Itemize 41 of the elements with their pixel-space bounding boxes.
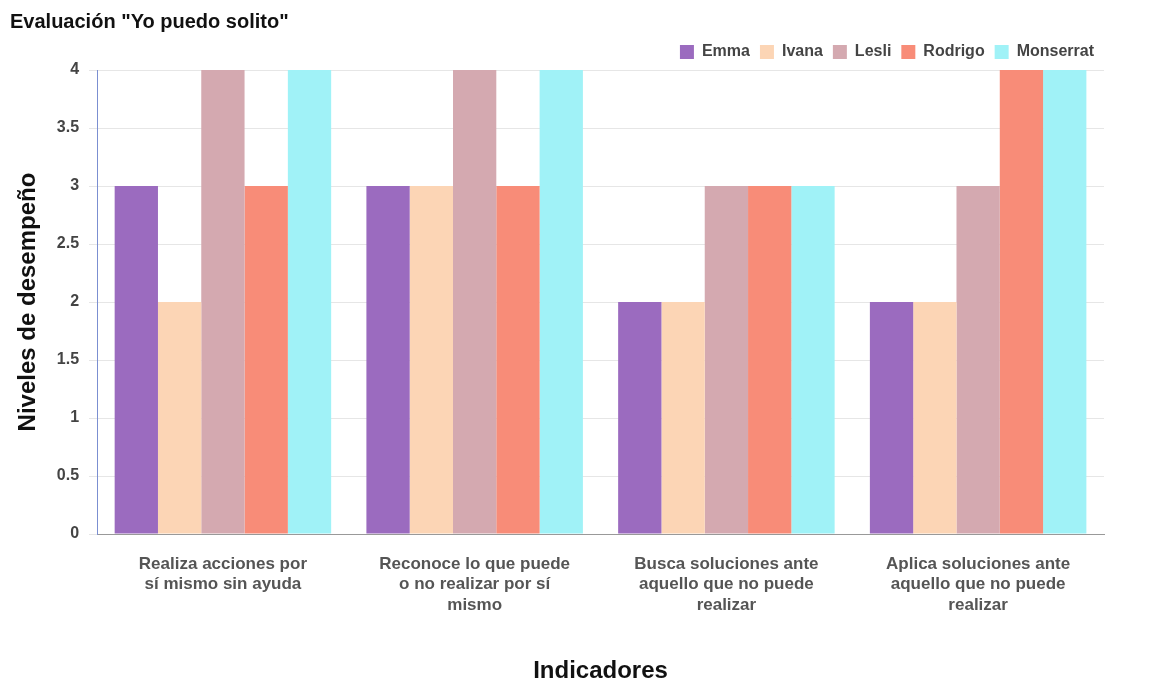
y-tick-label: 1.5 — [56, 350, 80, 368]
legend-label: Rodrigo — [923, 42, 985, 60]
bar — [539, 70, 583, 534]
legend-label: Ivana — [781, 42, 823, 60]
bar — [999, 70, 1044, 534]
x-axis-title: Indicadores — [533, 656, 668, 684]
y-axis-title: Niveles de desempeño — [13, 172, 41, 432]
bar — [409, 186, 453, 534]
bar — [1043, 70, 1087, 534]
y-tick-label: 2.5 — [56, 234, 80, 252]
y-tick-label: 3.5 — [56, 118, 80, 136]
y-tick-label: 4 — [70, 60, 80, 78]
y-tick-label: 0 — [70, 524, 80, 542]
legend-label: Monserrat — [1016, 42, 1095, 60]
x-tick-label: Realiza acciones por sí mismo sin ayuda — [138, 553, 308, 594]
bar — [869, 302, 914, 534]
y-tick-label: 1 — [70, 408, 80, 426]
bar — [618, 302, 662, 534]
y-tick-label: 3 — [70, 176, 80, 194]
legend-label: Lesli — [854, 42, 892, 60]
x-tick-label: Busca soluciones ante aquello que no puede realizar — [634, 553, 819, 614]
bar — [366, 186, 410, 534]
bar — [791, 186, 835, 534]
bar — [661, 302, 705, 534]
bar — [956, 186, 1000, 534]
legend-label: Emma — [701, 42, 751, 60]
bar — [201, 70, 245, 534]
bar — [453, 70, 497, 534]
bar — [114, 186, 158, 534]
bar — [496, 186, 540, 534]
x-tick-label: Aplica soluciones ante aquello que no puede realizar — [886, 553, 1071, 614]
y-tick-label: 2 — [70, 292, 80, 310]
bar — [704, 186, 749, 534]
bar — [287, 70, 332, 534]
x-tick-label: Reconoce lo que puede o no realizar por sí mismo — [379, 553, 571, 614]
bar — [913, 302, 957, 534]
chart-title: Evaluación "Yo puedo solito" — [10, 9, 289, 32]
bar — [244, 186, 288, 534]
bar — [748, 186, 792, 534]
y-tick-label: 0.5 — [56, 466, 80, 484]
bar — [157, 302, 202, 534]
